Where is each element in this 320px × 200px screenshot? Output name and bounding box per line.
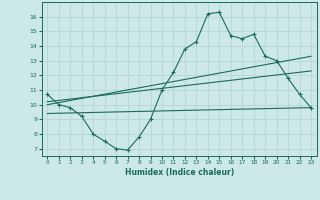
X-axis label: Humidex (Indice chaleur): Humidex (Indice chaleur) — [124, 168, 234, 177]
